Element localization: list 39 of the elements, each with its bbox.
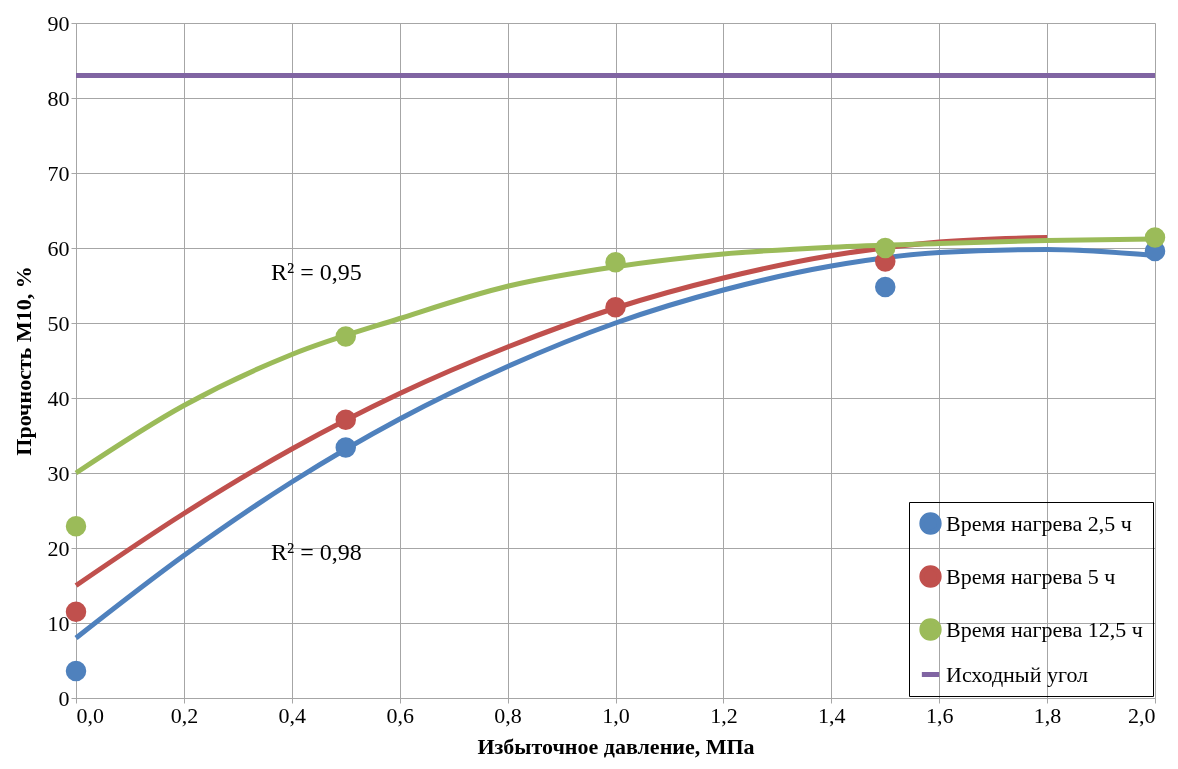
x-tick-label: 0,0: [76, 702, 104, 728]
y-tick-label: 60: [47, 235, 70, 261]
x-tick-label: 0,6: [386, 702, 414, 728]
point: [875, 276, 896, 298]
y-tick-label: 0: [58, 685, 70, 711]
point: [875, 237, 896, 259]
y-tick-label: 80: [47, 85, 70, 111]
legend-label: Время нагрева 2,5 ч: [946, 510, 1132, 536]
legend-label: Время нагрева 5 ч: [946, 563, 1116, 589]
y-tick-label: 90: [47, 10, 70, 36]
annotation: R² = 0,98: [271, 539, 362, 565]
x-tick-label: 0,8: [494, 702, 522, 728]
annotation: R² = 0,95: [271, 259, 362, 285]
x-tick-label: 1,8: [1033, 702, 1062, 728]
point: [335, 326, 356, 347]
point: [605, 252, 626, 273]
point: [605, 297, 626, 318]
y-tick-label: 20: [47, 535, 70, 561]
x-tick-label: 1,6: [925, 702, 954, 728]
legend-label: Время нагрева 12,5 ч: [946, 616, 1143, 642]
point: [65, 660, 87, 682]
x-tick-label: 0,2: [170, 702, 199, 728]
x-tick-label: 2,0: [1128, 702, 1156, 728]
x-tick-label: 1,4: [818, 702, 846, 728]
x-tick-label: 1,2: [710, 702, 738, 728]
y-tick-label: 40: [47, 385, 70, 411]
point: [335, 437, 356, 458]
y-tick-label: 30: [47, 460, 70, 486]
x-tick-label: 1,0: [602, 702, 630, 728]
x-axis-title: Избыточное давление, МПа: [477, 733, 755, 759]
y-axis-title: Прочность М10, %: [10, 266, 36, 456]
legend-label: Исходный угол: [946, 661, 1089, 687]
point: [1144, 227, 1166, 248]
y-tick-label: 50: [47, 310, 70, 336]
point: [335, 409, 356, 430]
y-tick-label: 10: [47, 610, 70, 636]
x-tick-label: 0,4: [278, 702, 307, 728]
y-tick-label: 70: [47, 160, 70, 186]
point: [65, 516, 87, 537]
